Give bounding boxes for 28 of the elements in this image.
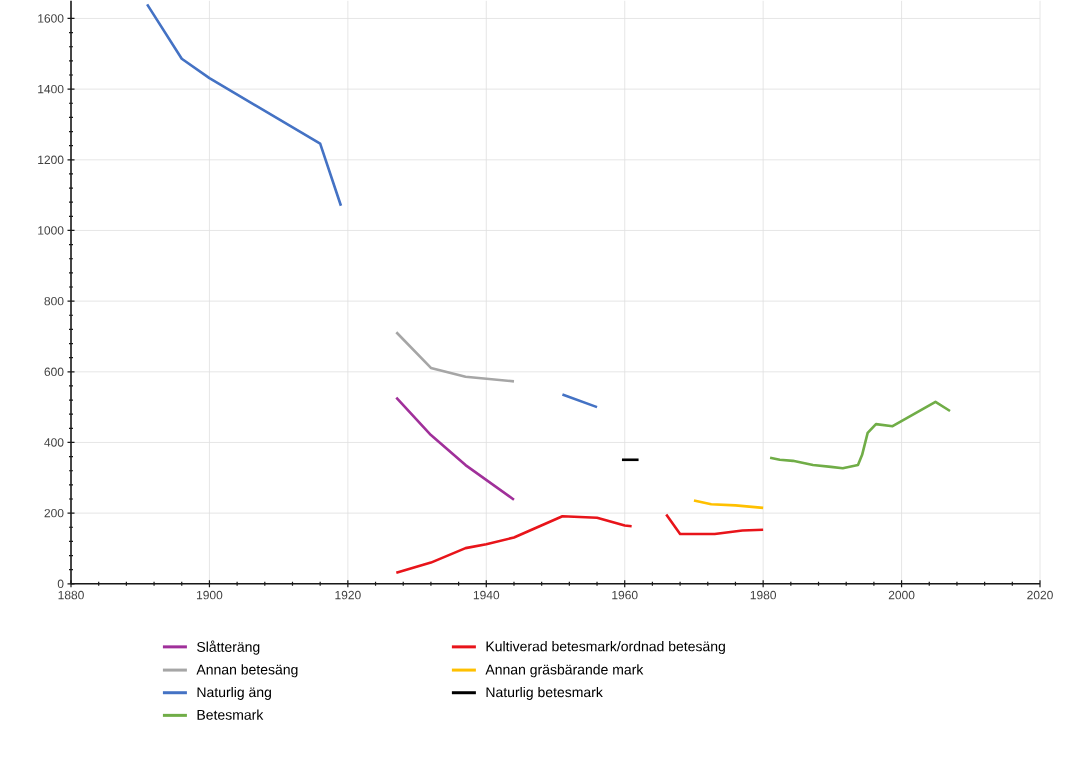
x-tick-label: 2000: [888, 590, 915, 600]
y-tick-label: 1600: [38, 14, 64, 23]
line-series: [692, 499, 765, 510]
legend-label: Naturlig äng: [197, 686, 271, 701]
line-series: [768, 400, 952, 470]
x-tick-label: 2020: [1027, 590, 1053, 600]
x-tick-label: 1940: [473, 590, 500, 600]
x-tick-label: 1920: [335, 590, 361, 600]
line-series: [395, 331, 516, 383]
legend-label: Betesmark: [197, 709, 264, 720]
x-tick-label: 1960: [612, 590, 638, 600]
y-tick-label: 1400: [38, 84, 64, 94]
x-tick-label: 1900: [196, 590, 223, 600]
x-tick-label: 1980: [750, 590, 777, 600]
y-tick-label: 200: [44, 508, 64, 518]
legend-label: Slåtteräng: [197, 640, 260, 655]
y-tick-label: 600: [44, 367, 64, 377]
legend-label: Annan betesäng: [196, 664, 298, 678]
x-tick-label: 1880: [58, 590, 84, 600]
line-series: [395, 396, 516, 502]
y-tick-label: 800: [44, 296, 64, 306]
legend-label: Naturlig betesmark: [486, 686, 603, 701]
y-tick-label: 1200: [38, 155, 64, 165]
y-tick-label: 0: [57, 579, 64, 589]
legend-label: Annan gräsbärande mark: [485, 664, 644, 678]
y-tick-label: 400: [44, 438, 64, 447]
legend-label: Kultiverad betesmark/ordnad betesäng: [486, 641, 725, 655]
y-tick-label: 1000: [38, 226, 64, 235]
